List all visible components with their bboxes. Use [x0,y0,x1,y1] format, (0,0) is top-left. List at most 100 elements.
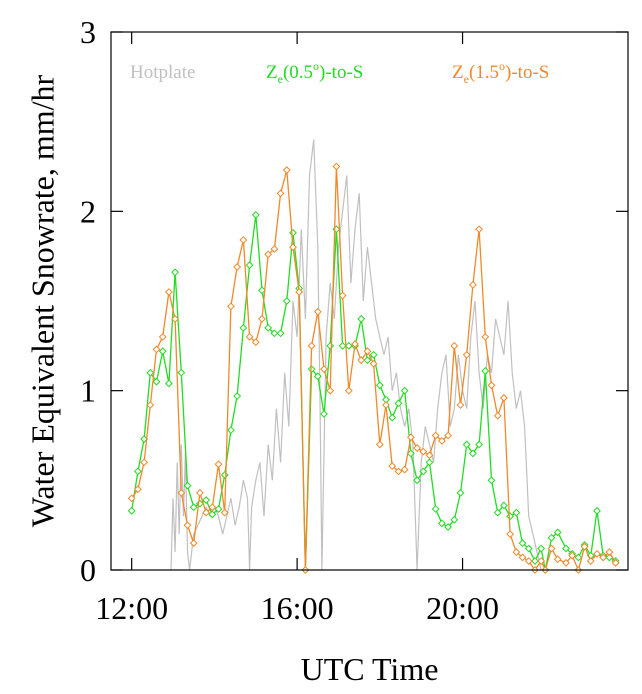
series-line-0 [170,139,546,571]
data-point [599,553,608,562]
data-point [394,399,403,408]
data-point [208,503,217,512]
y-tick-label: 1 [80,373,96,409]
data-point [313,307,322,316]
data-point [431,505,440,513]
data-point [239,236,248,244]
data-point [553,555,562,564]
y-tick-label: 0 [80,552,96,588]
data-point [270,329,279,338]
data-point [152,377,161,386]
data-point [456,488,465,497]
data-point [183,521,192,530]
data-point [282,297,291,305]
x-tick-label: 20:00 [426,590,499,626]
series-layer [127,139,620,574]
data-point [394,467,403,476]
data-point [245,261,254,270]
data-point [444,523,452,531]
data-point [276,189,285,198]
data-point [462,440,471,449]
series-line-1 [131,214,616,571]
data-point [425,451,434,460]
data-point [320,410,328,418]
data-point [400,386,409,395]
data-point [177,488,186,497]
data-point [264,323,273,332]
plot-frame [110,31,629,571]
ticks-layer: 12:00 16:00 20:00 0 1 2 3 [80,14,628,626]
data-point [537,557,546,565]
data-point [450,341,459,350]
data-point [406,433,415,442]
data-point [332,162,341,171]
data-point [437,436,446,445]
data-point [493,508,502,517]
data-point [562,544,570,553]
legend-entry-0: Hotplate [130,62,195,83]
data-point [196,488,204,497]
data-point [326,341,335,350]
data-point [189,539,198,548]
data-point [413,476,421,485]
data-point [251,338,260,347]
x-tick-label: 16:00 [261,590,334,626]
data-point [493,411,502,420]
data-point [475,440,484,449]
data-point [258,286,266,295]
data-point [382,401,390,409]
data-point [413,444,421,452]
data-point [547,533,556,542]
data-point [140,458,148,467]
data-point [388,413,397,422]
data-point [487,381,496,390]
data-point [133,467,142,476]
data-point [351,340,359,348]
data-point [456,401,465,409]
data-point [208,510,217,519]
data-point [127,494,136,503]
data-point [375,381,384,390]
series-2 [127,162,620,574]
data-point [158,332,167,341]
data-point [289,228,297,237]
data-point [276,329,285,338]
data-point [295,288,304,296]
y-tick-label: 3 [80,14,96,50]
data-point [171,268,180,277]
data-point [547,544,556,553]
data-point [214,460,223,469]
data-point [500,393,508,402]
data-point [338,291,347,300]
data-point [481,332,490,341]
x-axis-label: UTC Time [301,651,439,687]
data-point [487,476,496,485]
data-point [593,549,601,558]
data-point [593,506,601,515]
data-point [553,528,562,537]
data-point [518,539,527,548]
data-point [419,447,428,456]
legend-entry-2: Ze(1.5o)-to-S [452,59,549,86]
data-point [220,508,229,517]
data-point [133,485,142,494]
data-point [388,462,397,470]
data-point [475,225,484,234]
data-point [580,542,589,551]
data-point [264,250,273,259]
data-point [233,263,242,271]
data-point [338,341,347,350]
data-point [202,508,211,517]
data-point [320,365,328,374]
data-point [611,558,620,567]
data-point [189,503,198,512]
data-point [158,347,167,356]
data-point [512,548,521,556]
data-point [146,401,155,409]
data-point [537,544,546,553]
data-point [307,341,316,350]
data-point [239,323,248,332]
data-point [202,496,211,504]
data-point [506,530,515,539]
